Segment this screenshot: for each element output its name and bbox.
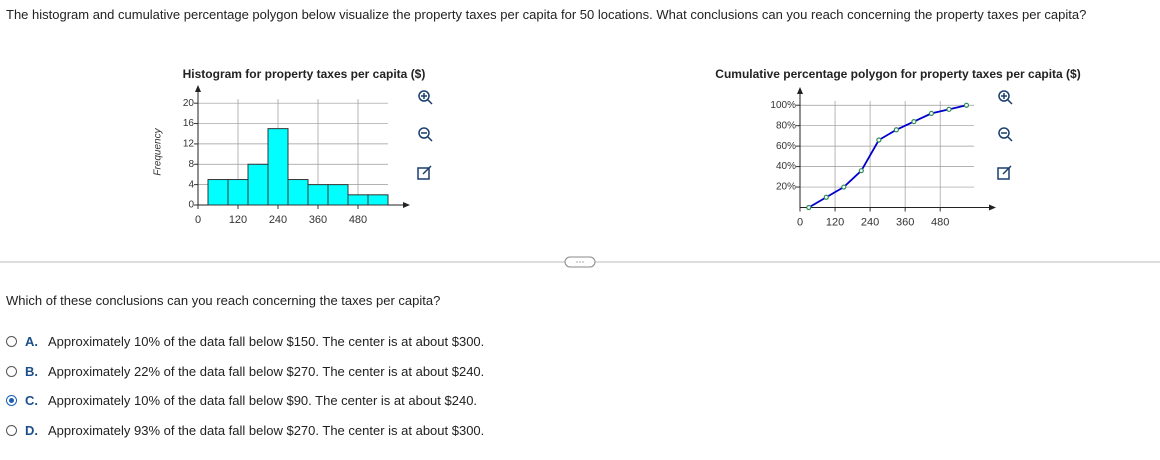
option[interactable]: D. Approximately 93% of the data fall bel…	[6, 423, 484, 438]
point	[963, 102, 970, 108]
x-tick-label: 240	[861, 216, 879, 228]
x-axis-arrow	[403, 202, 410, 208]
option-letter: C.	[25, 393, 38, 408]
y-tick-label: 40%	[776, 161, 796, 172]
bar	[267, 128, 289, 206]
bar	[207, 179, 229, 206]
y-tick-label: 4	[188, 179, 194, 190]
option-letter: D.	[25, 422, 38, 438]
bar	[367, 194, 389, 206]
x-tick-label: 0	[797, 216, 803, 228]
option-letter: B.	[25, 363, 38, 379]
x-tick-label: 480	[931, 216, 949, 228]
y-tick-label: 12	[183, 139, 195, 150]
x-tick-label: 120	[229, 214, 247, 226]
tool-icons[interactable]	[417, 90, 1013, 180]
point	[911, 118, 917, 125]
x-tick-label: 360	[309, 214, 327, 226]
expand-dots: ···	[576, 256, 585, 266]
question: The histogram and cumulative percentage …	[6, 7, 1087, 22]
option[interactable]: B. Approximately 22% of the data fall bel…	[6, 364, 484, 379]
y-axis-label: Frequency	[153, 127, 164, 175]
y-tick-label: 100%	[770, 100, 796, 111]
point	[946, 106, 952, 112]
chart-title: Cumulative percentage polygon for proper…	[715, 67, 1080, 81]
x-axis-arrow	[989, 204, 996, 211]
option-letter: A.	[25, 334, 38, 349]
point	[876, 137, 882, 143]
y-tick-label: 16	[183, 118, 195, 129]
option-text: Approximately 93% of the data fall below…	[48, 422, 485, 438]
y-tick-label: 0	[188, 200, 194, 211]
point	[858, 168, 864, 174]
bar	[247, 163, 269, 206]
bar	[307, 184, 329, 206]
y-tick-label: 20	[183, 98, 195, 109]
expand-button[interactable]	[564, 256, 596, 268]
point	[823, 194, 829, 200]
x-tick-label: 240	[269, 214, 287, 226]
y-tick-label: 60%	[776, 141, 796, 152]
radio[interactable]	[6, 336, 17, 347]
y-axis-arrow	[797, 87, 803, 94]
point	[841, 184, 847, 190]
y-tick-label: 20%	[776, 182, 796, 193]
x-tick-label: 360	[896, 216, 914, 228]
radio[interactable]	[6, 424, 17, 436]
bar	[327, 184, 349, 206]
bar	[287, 179, 309, 206]
option-text: Approximately 10% of the data fall below…	[48, 393, 478, 408]
radio[interactable]	[6, 395, 17, 406]
bar	[227, 179, 249, 206]
point	[893, 127, 899, 133]
radio[interactable]	[6, 365, 17, 377]
prompt: Which of these conclusions can you reach…	[6, 293, 441, 308]
x-tick-label: 0	[195, 214, 201, 226]
y-tick-label: 8	[188, 159, 194, 170]
point	[928, 110, 935, 117]
option[interactable]: A. Approximately 10% of the data fall bel…	[6, 334, 484, 349]
option-text: Approximately 22% of the data fall below…	[48, 363, 485, 379]
option-text: Approximately 10% of the data fall below…	[48, 334, 485, 349]
x-tick-label: 120	[826, 216, 844, 228]
bar	[347, 194, 369, 206]
polygon-line	[808, 104, 967, 209]
y-tick-label: 80%	[776, 120, 796, 131]
y-axis-arrow	[195, 85, 201, 92]
option[interactable]: C. Approximately 10% of the data fall bel…	[6, 393, 477, 408]
chart-title: Histogram for property taxes per capita …	[183, 67, 426, 81]
x-tick-label: 480	[349, 214, 367, 226]
point	[806, 204, 812, 211]
